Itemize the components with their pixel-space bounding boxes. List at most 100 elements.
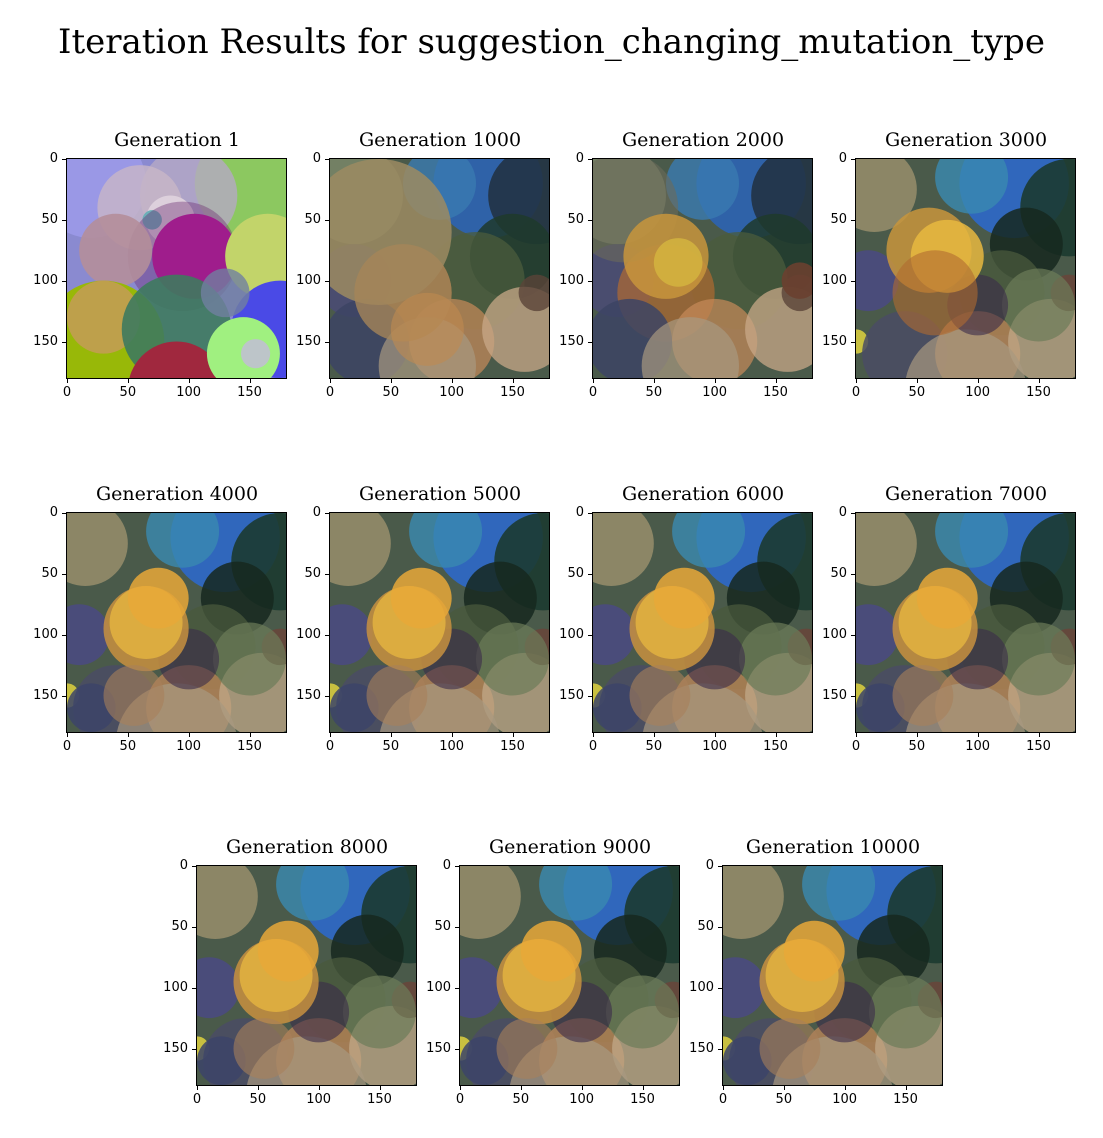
y-tick-mark (851, 280, 856, 282)
y-tick-mark (192, 987, 197, 989)
y-tick-mark (325, 280, 330, 282)
x-tick-mark (1038, 732, 1040, 737)
x-tick-mark (520, 1085, 522, 1090)
y-tick-mark (192, 926, 197, 928)
x-tick-label: 0 (455, 1092, 465, 1107)
y-tick-mark (851, 695, 856, 697)
circle-shape (460, 1036, 509, 1085)
x-tick-mark (653, 378, 655, 383)
y-tick-mark (455, 1048, 460, 1050)
circle-composition (856, 513, 1075, 732)
x-tick-mark (249, 732, 251, 737)
x-tick-label: 50 (908, 739, 926, 754)
y-tick-label: 0 (838, 505, 847, 520)
x-tick-label: 0 (851, 385, 861, 400)
x-tick-mark (642, 1085, 644, 1090)
y-tick-label: 100 (559, 626, 584, 642)
y-tick-mark (62, 280, 67, 282)
y-tick-mark (851, 573, 856, 575)
subplot-panel: Generation 4000 0 50 100 150 0 50 100 150 (33, 483, 287, 754)
circle-shape (723, 866, 784, 939)
y-tick-mark (325, 573, 330, 575)
x-tick-mark (512, 378, 514, 383)
y-tick-label: 100 (822, 626, 847, 642)
subplot-panel: Generation 5000 0 50 100 150 0 50 100 150 (296, 483, 550, 754)
circle-shape (330, 513, 391, 586)
y-tick-mark (851, 219, 856, 221)
x-tick-label: 150 (893, 1092, 918, 1107)
circle-composition (330, 513, 549, 732)
y-tick-label: 50 (41, 211, 58, 227)
y-tick-mark (588, 573, 593, 575)
y-tick-mark (851, 634, 856, 636)
y-tick-label: 50 (830, 211, 847, 227)
circle-composition (67, 159, 286, 378)
y-tick-label: 0 (312, 151, 321, 166)
circle-shape (233, 1018, 295, 1079)
y-tick-label: 50 (304, 211, 321, 227)
x-tick-label: 100 (965, 739, 991, 754)
y-tick-label: 0 (179, 858, 188, 873)
y-tick-label: 50 (567, 211, 584, 227)
circle-shape (1002, 268, 1075, 342)
x-tick-label: 150 (763, 739, 788, 754)
x-tick-label: 50 (382, 739, 400, 754)
x-tick-label: 0 (62, 739, 72, 754)
y-tick-label: 50 (567, 565, 584, 581)
x-tick-mark (856, 378, 857, 383)
circle-shape (935, 513, 1009, 568)
y-tick-mark (62, 573, 67, 575)
y-tick-label: 100 (163, 979, 188, 995)
y-tick-label: 0 (838, 151, 847, 166)
y-tick-mark (718, 987, 723, 989)
circle-shape (856, 604, 899, 666)
subplot-panel: Generation 1000 0 50 100 150 0 50 100 150 (296, 129, 550, 400)
subplot-title: Generation 10000 (745, 836, 921, 858)
circle-shape (103, 665, 165, 726)
y-tick-mark (851, 341, 856, 343)
y-tick-label: 50 (830, 565, 847, 581)
x-tick-mark (593, 378, 594, 383)
y-tick-label: 150 (296, 687, 321, 703)
circle-composition (197, 866, 416, 1085)
x-tick-label: 50 (645, 385, 663, 400)
circle-composition (330, 159, 549, 378)
x-tick-label: 0 (588, 739, 598, 754)
y-tick-mark (588, 513, 593, 514)
y-tick-mark (62, 159, 67, 160)
circle-shape (856, 159, 917, 232)
circle-shape (127, 567, 189, 629)
generation-image (66, 158, 287, 379)
y-tick-mark (588, 219, 593, 221)
x-tick-label: 150 (237, 385, 262, 400)
x-tick-mark (127, 732, 129, 737)
x-tick-label: 100 (569, 1092, 595, 1107)
generation-image (722, 865, 943, 1086)
y-tick-mark (588, 159, 593, 160)
circle-shape (629, 665, 691, 726)
x-tick-mark (330, 732, 331, 737)
x-tick-label: 100 (306, 1092, 332, 1107)
circle-shape (460, 957, 503, 1019)
y-tick-label: 150 (426, 1040, 451, 1056)
circle-shape (213, 622, 286, 696)
y-tick-label: 0 (705, 858, 714, 873)
generation-image (592, 158, 813, 379)
x-tick-mark (318, 1085, 320, 1090)
generation-image (855, 512, 1076, 733)
circle-shape (653, 567, 715, 629)
y-tick-mark (62, 634, 67, 636)
circle-shape (1002, 622, 1075, 696)
circle-shape (518, 274, 549, 312)
x-tick-mark (775, 378, 777, 383)
circle-composition (593, 513, 812, 732)
circle-shape (802, 866, 876, 921)
subplot-title: Generation 3000 (884, 129, 1048, 151)
x-tick-mark (844, 1085, 846, 1090)
y-tick-label: 150 (33, 687, 58, 703)
subplot-title: Generation 9000 (488, 836, 652, 858)
x-tick-label: 50 (775, 1092, 793, 1107)
y-tick-mark (325, 219, 330, 221)
y-tick-label: 0 (575, 151, 584, 166)
y-tick-mark (325, 159, 330, 160)
